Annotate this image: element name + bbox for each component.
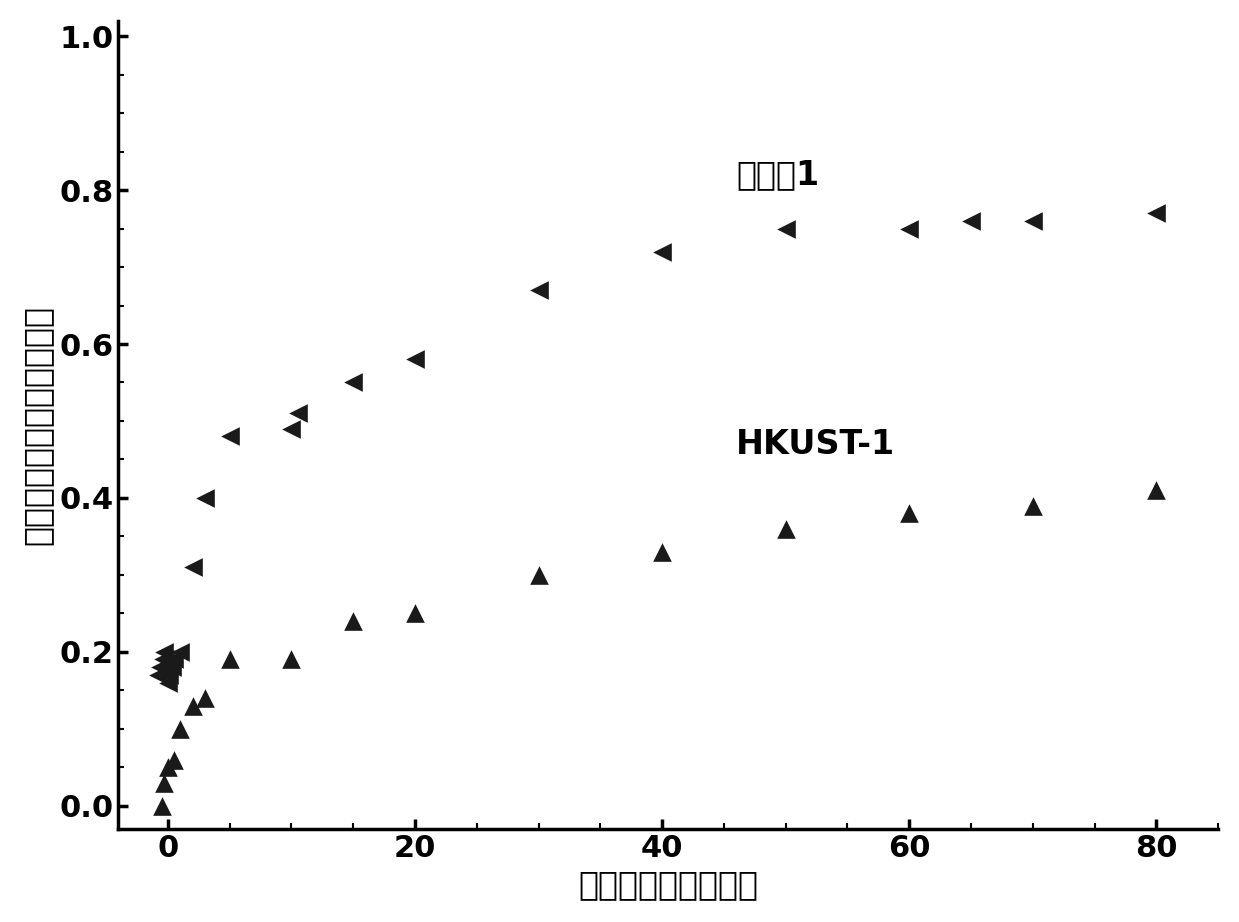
Point — [405, 606, 425, 621]
Point — [961, 214, 981, 229]
Point — [529, 567, 549, 582]
Point — [157, 760, 177, 774]
Point — [405, 352, 425, 367]
X-axis label: 压强（标准大气压）: 压强（标准大气压） — [579, 869, 758, 901]
Point — [164, 652, 183, 667]
Point — [195, 691, 214, 705]
Point — [281, 652, 301, 667]
Point — [150, 660, 170, 675]
Point — [287, 406, 307, 420]
Point — [1146, 483, 1166, 498]
Point — [900, 221, 919, 236]
Point — [900, 506, 919, 521]
Point — [281, 421, 301, 436]
Point — [170, 644, 190, 659]
Point — [195, 491, 214, 505]
Point — [161, 660, 181, 675]
Point — [1146, 206, 1166, 220]
Point — [1023, 214, 1043, 229]
Point — [170, 721, 190, 736]
Point — [154, 644, 173, 659]
Point — [154, 775, 173, 790]
Point — [147, 668, 167, 682]
Point — [152, 652, 172, 667]
Point — [159, 668, 178, 682]
Point — [529, 283, 549, 298]
Text: HKUST-1: HKUST-1 — [736, 428, 896, 460]
Text: 实施例1: 实施例1 — [736, 159, 819, 191]
Point — [155, 652, 175, 667]
Point — [157, 675, 177, 690]
Point — [151, 798, 171, 813]
Point — [156, 660, 176, 675]
Point — [219, 429, 239, 443]
Point — [182, 698, 202, 713]
Point — [1023, 498, 1043, 513]
Point — [776, 521, 795, 536]
Point — [164, 752, 183, 767]
Point — [776, 221, 795, 236]
Point — [182, 560, 202, 574]
Point — [343, 375, 363, 390]
Point — [219, 652, 239, 667]
Point — [652, 244, 672, 259]
Point — [343, 614, 363, 629]
Point — [652, 544, 672, 559]
Y-axis label: 氢气吸附量（质量百分比）: 氢气吸附量（质量百分比） — [21, 305, 53, 545]
